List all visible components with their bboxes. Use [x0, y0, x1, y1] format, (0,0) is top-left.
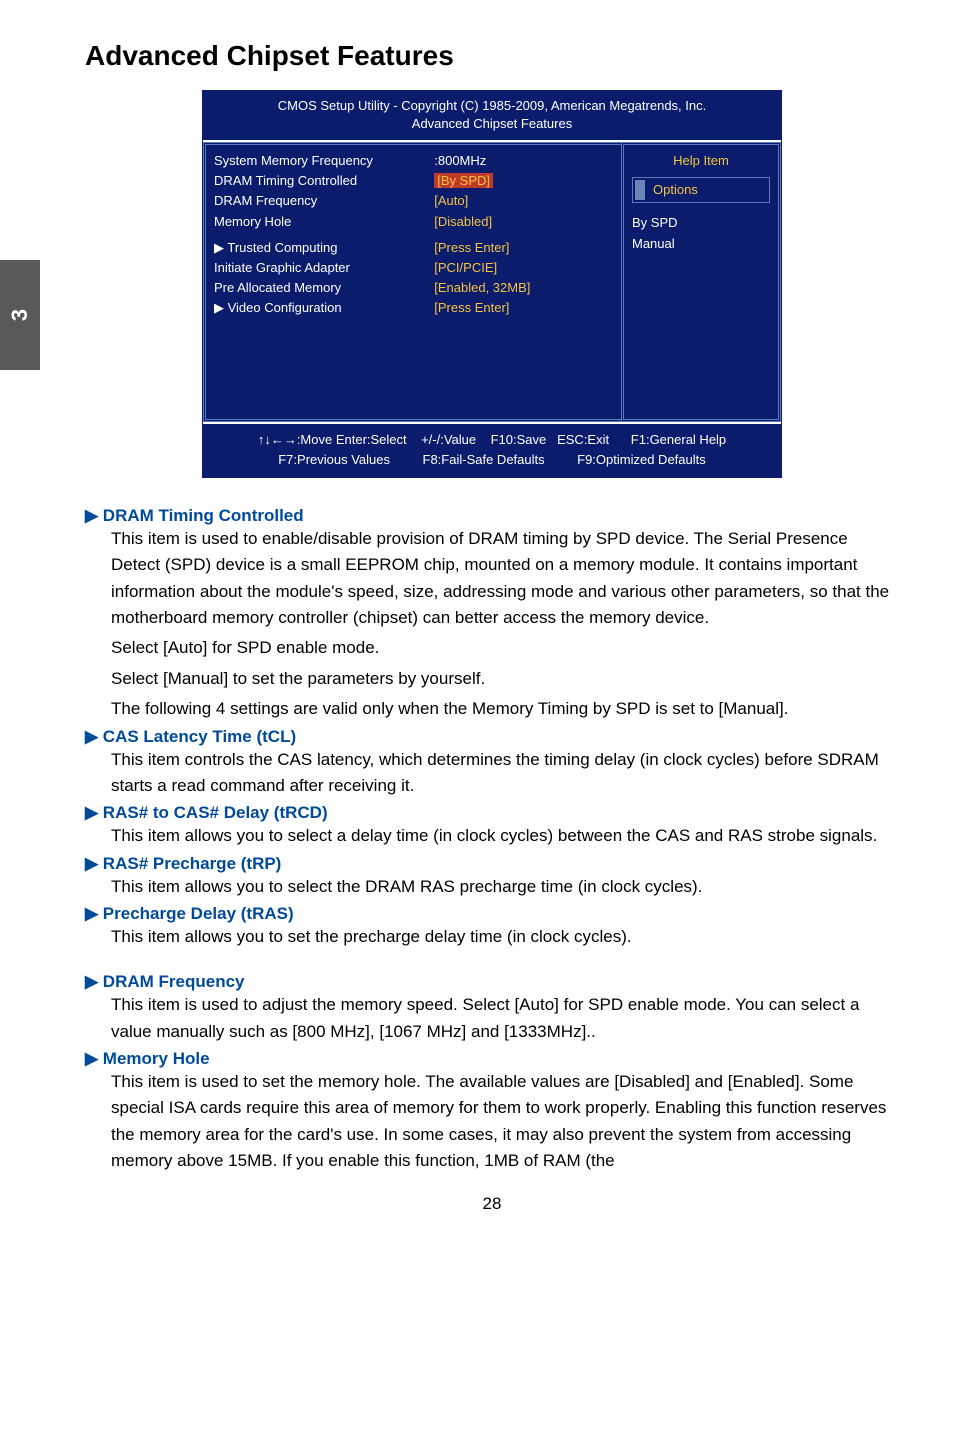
bios-label: ▶ Trusted Computing — [214, 238, 428, 258]
bios-value: [Disabled] — [434, 212, 615, 232]
bios-label: DRAM Timing Controlled — [214, 171, 428, 191]
setting-description: This item is used to enable/disable prov… — [85, 526, 899, 631]
bios-label: ▶ Video Configuration — [214, 298, 428, 318]
bios-key-hint: F7:Previous Values — [278, 452, 390, 467]
bios-label: Initiate Graphic Adapter — [214, 258, 428, 278]
bios-label: Memory Hole — [214, 212, 428, 232]
chapter-tab: 3 — [0, 260, 40, 370]
setting-description: Select [Manual] to set the parameters by… — [85, 666, 899, 692]
page-title: Advanced Chipset Features — [85, 40, 899, 72]
document-body: ▶ DRAM Timing ControlledThis item is use… — [85, 506, 899, 1174]
bios-options-box: Options — [632, 177, 770, 203]
setting-description: This item allows you to set the precharg… — [85, 924, 899, 950]
bios-help-title: Help Item — [632, 151, 770, 171]
bios-option: Manual — [632, 234, 770, 254]
bios-value: [Press Enter] — [434, 238, 615, 258]
setting-heading: ▶ CAS Latency Time (tCL) — [85, 727, 899, 747]
bios-setting-values: :800MHz [By SPD] [Auto] [Disabled] [Pres… — [434, 145, 621, 419]
bios-value: :800MHz — [434, 151, 615, 171]
bios-header-line1: CMOS Setup Utility - Copyright (C) 1985-… — [207, 97, 777, 115]
bios-help-pane: Help Item Options By SPD Manual — [621, 142, 781, 422]
setting-heading: ▶ Precharge Delay (tRAS) — [85, 904, 899, 924]
bios-key-hint: F9:Optimized Defaults — [577, 452, 706, 467]
bios-value: [Press Enter] — [434, 298, 615, 318]
bios-screenshot: CMOS Setup Utility - Copyright (C) 1985-… — [202, 90, 782, 478]
bios-setting-labels: System Memory Frequency DRAM Timing Cont… — [206, 145, 434, 419]
bios-key-hint: F1:General Help — [631, 432, 726, 447]
bios-left-pane: System Memory Frequency DRAM Timing Cont… — [203, 142, 621, 422]
setting-heading: ▶ RAS# Precharge (tRP) — [85, 854, 899, 874]
bios-label: Pre Allocated Memory — [214, 278, 428, 298]
bios-value-selected: [By SPD] — [434, 171, 615, 191]
setting-description: This item allows you to select the DRAM … — [85, 874, 899, 900]
bios-key-hint: F8:Fail-Safe Defaults — [423, 452, 545, 467]
bios-header: CMOS Setup Utility - Copyright (C) 1985-… — [203, 91, 781, 140]
setting-description: This item controls the CAS latency, whic… — [85, 747, 899, 800]
bios-footer: ↑↓←→:Move Enter:Select +/-/:Value F10:Sa… — [203, 422, 781, 477]
bios-key-hint: ↑↓←→:Move Enter:Select — [258, 432, 407, 447]
bios-key-hint: F10:Save — [491, 432, 547, 447]
bios-value: [PCI/PCIE] — [434, 258, 615, 278]
setting-description: This item is used to set the memory hole… — [85, 1069, 899, 1174]
setting-heading: ▶ Memory Hole — [85, 1049, 899, 1069]
chapter-number: 3 — [7, 309, 33, 321]
page-number: 28 — [85, 1194, 899, 1214]
bios-label: System Memory Frequency — [214, 151, 428, 171]
bios-value: [Auto] — [434, 191, 615, 211]
setting-heading: ▶ RAS# to CAS# Delay (tRCD) — [85, 803, 899, 823]
bios-key-hint: ESC:Exit — [557, 432, 609, 447]
setting-description: The following 4 settings are valid only … — [85, 696, 899, 722]
bios-value: [Enabled, 32MB] — [434, 278, 615, 298]
bios-header-line2: Advanced Chipset Features — [207, 115, 777, 133]
setting-heading: ▶ DRAM Frequency — [85, 972, 899, 992]
bios-key-hint: +/-/:Value — [421, 432, 476, 447]
bios-label: DRAM Frequency — [214, 191, 428, 211]
setting-description: This item allows you to select a delay t… — [85, 823, 899, 849]
setting-heading: ▶ DRAM Timing Controlled — [85, 506, 899, 526]
setting-description: Select [Auto] for SPD enable mode. — [85, 635, 899, 661]
bios-option: By SPD — [632, 213, 770, 233]
setting-description: This item is used to adjust the memory s… — [85, 992, 899, 1045]
